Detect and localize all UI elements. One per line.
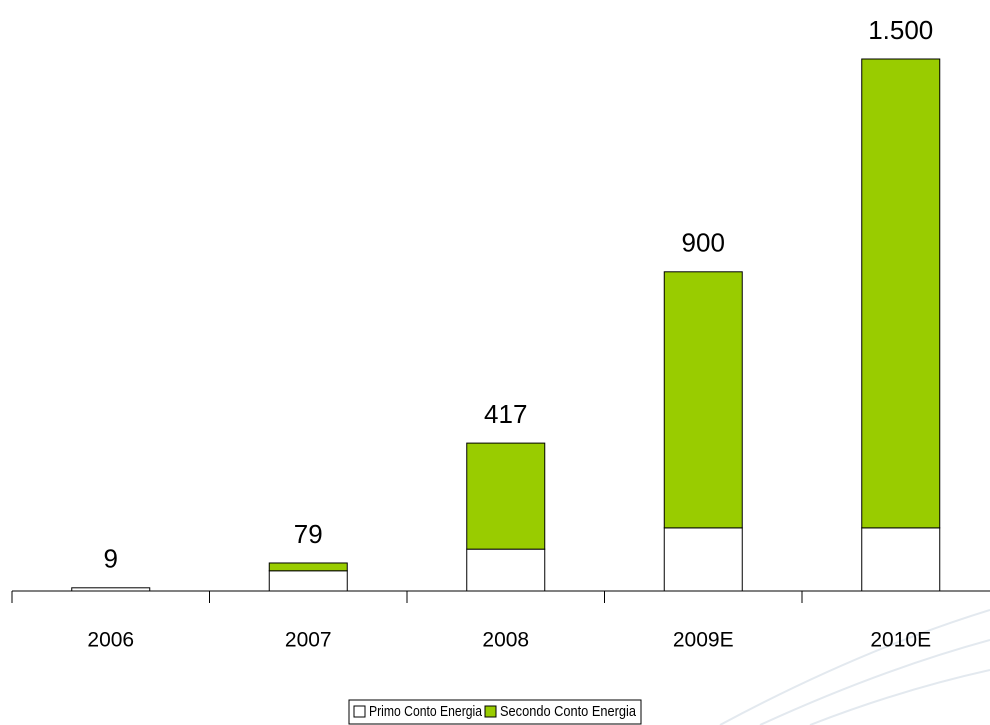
total-label: 9 [104,544,118,574]
legend-swatch [484,705,497,718]
x-tick-label: 2009E [673,629,734,652]
bar-segment [466,442,546,550]
total-label: 900 [682,228,725,258]
legend-label: Primo Conto Energia [369,703,483,720]
total-label: 417 [484,399,527,429]
bar-segment [466,548,546,592]
x-tick-label: 2010E [870,629,931,652]
x-tick-label: 2007 [285,629,332,652]
bar-segment [268,570,348,592]
legend-label: Secondo Conto Energia [500,703,637,720]
total-label: 79 [294,519,323,549]
bar-segment [861,527,941,592]
bar-segment [663,527,743,592]
total-label: 1.500 [868,15,933,45]
bar-segment [71,587,151,592]
x-tick-label: 2006 [87,629,134,652]
legend-swatch [353,705,366,718]
bar-segment [861,58,941,529]
x-tick-label: 2008 [482,629,529,652]
bar-segment [663,271,743,529]
decoration [719,609,990,725]
bar-segment [268,562,348,572]
